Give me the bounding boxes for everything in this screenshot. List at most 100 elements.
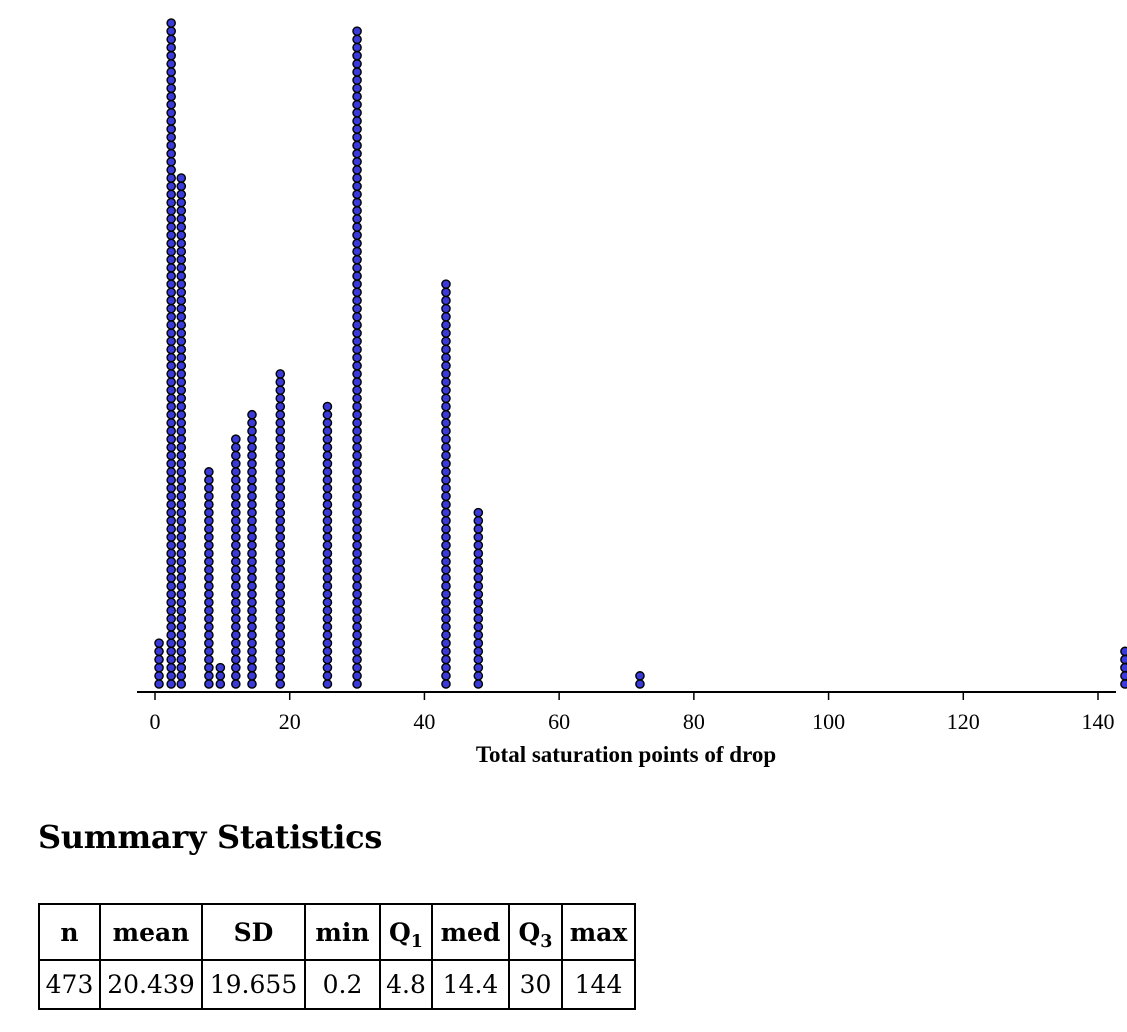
data-dot [247,450,257,461]
data-dot [176,434,187,445]
data-dot [204,638,214,649]
data-dot [352,197,362,208]
dot-stack [1120,646,1127,689]
data-dot [247,638,257,649]
data-dot [473,638,484,649]
data-dot [176,605,187,616]
data-dot [166,458,176,469]
data-dot [166,401,176,412]
x-axis-ticks: 0 20 40 60 80 100 120 140 [150,692,1115,734]
data-dot [441,295,451,306]
data-dot [176,246,187,257]
data-dot [322,491,333,502]
data-dot [441,475,451,485]
data-dot [247,564,257,575]
data-dot [352,336,362,347]
data-dot [166,589,176,600]
data-dot [166,254,176,265]
data-dot [166,418,176,428]
data-dot [154,638,164,649]
data-dot [441,352,451,363]
data-dot [166,173,176,183]
data-dot [231,442,241,453]
data-dot [352,263,362,273]
dot-stack [247,409,257,689]
data-dot [204,646,214,657]
data-dot [275,369,286,379]
data-dot [352,638,362,649]
dot-stack [352,26,362,689]
data-dot [176,654,187,665]
data-dot [176,271,187,281]
data-dot [473,646,484,657]
data-dot [322,499,333,510]
x-axis-title: Total saturation points of drop [476,742,776,767]
data-dot [231,573,241,583]
data-dot [166,75,176,85]
data-dot [322,426,333,436]
data-dot [275,654,286,665]
data-dot [322,605,333,616]
data-dot [1120,646,1127,657]
data-dot [275,646,286,657]
data-dot [441,426,451,436]
data-dot [352,205,362,216]
data-dot [352,385,362,396]
data-dot [231,605,241,616]
data-dot [176,295,187,306]
header-min: min [304,903,381,961]
data-dot [352,132,362,143]
data-dot [166,662,176,673]
header-q3: Q3 [508,903,563,961]
data-dot [204,597,214,608]
data-dot [441,303,451,314]
data-dot [166,59,176,69]
data-dot [275,540,286,551]
data-dot [473,630,484,640]
data-dot [441,573,451,583]
x-tick-label: 40 [413,709,435,734]
table-header-row: n mean SD min Q1 med Q3 max [38,903,636,961]
data-dot [352,42,362,53]
data-dot [441,377,451,387]
data-dot [166,156,176,167]
data-dot [275,458,286,469]
data-dot [231,564,241,575]
data-dot [231,434,241,445]
data-dot [275,475,286,485]
data-dot [441,540,451,551]
data-dot [322,654,333,665]
data-dot [231,532,241,542]
data-dot [322,548,333,559]
header-q3-subscript: 3 [540,931,553,952]
data-dot [204,467,214,477]
data-dot [204,491,214,502]
data-dot [176,499,187,510]
data-dot [352,59,362,69]
data-dot [352,377,362,387]
data-dot [166,26,176,37]
data-dot [247,613,257,624]
data-dot [635,671,645,681]
data-dot [166,116,176,126]
data-dot [166,205,176,216]
data-dot [166,42,176,53]
data-dot [166,214,176,224]
data-dot [322,475,333,485]
data-dot [322,646,333,657]
data-dot [441,491,451,502]
data-dot [322,409,333,420]
data-dot [352,254,362,265]
data-dot [247,630,257,640]
data-dot [441,409,451,420]
data-dot [352,450,362,461]
data-dot [176,214,187,224]
data-dot [473,548,484,559]
x-tick-label: 60 [548,709,570,734]
data-dot [352,360,362,371]
data-dot [176,613,187,624]
data-dot [176,287,187,298]
data-dot [247,556,257,567]
dot-stack [176,173,187,689]
data-dot [322,671,333,681]
